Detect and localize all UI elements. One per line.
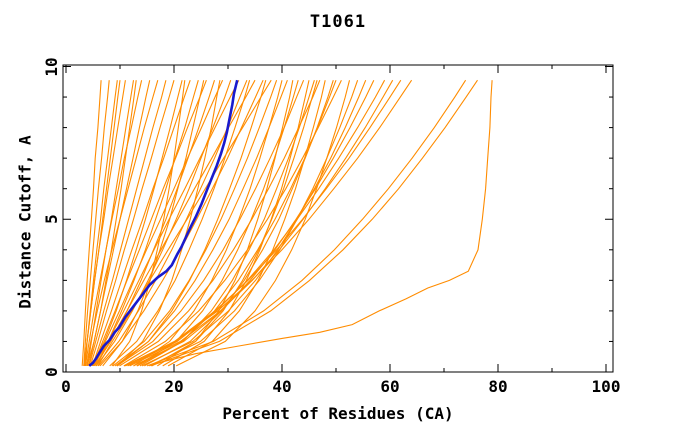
model-curve — [109, 80, 251, 367]
model-curve — [116, 80, 267, 367]
y-tick-label: 5 — [42, 214, 61, 225]
model-curve — [175, 80, 351, 367]
model-curve — [119, 79, 321, 367]
model-curve — [146, 79, 467, 367]
model-curve — [151, 80, 318, 367]
x-tick-label: 60 — [380, 377, 400, 396]
chart-title: T1061 — [309, 12, 367, 32]
highlighted-model-curve — [88, 79, 239, 367]
model-curve — [93, 80, 199, 367]
model-curve — [91, 80, 183, 367]
model-curve — [116, 80, 221, 367]
model-curve — [91, 80, 191, 367]
model-curve-outlier — [152, 80, 493, 365]
model-curve — [83, 80, 121, 366]
y-tick-label: 10 — [42, 56, 61, 77]
x-tick-label: 80 — [488, 377, 508, 396]
y-tick-label: 0 — [42, 367, 61, 377]
x-tick-label: 100 — [591, 377, 621, 396]
model-curve — [114, 80, 288, 367]
model-curve — [123, 79, 342, 367]
model-curve — [125, 79, 402, 367]
model-curve — [84, 80, 118, 366]
model-curve — [144, 80, 334, 367]
model-curve — [94, 79, 224, 367]
model-curve — [81, 80, 102, 366]
model-curve — [95, 80, 232, 367]
model-curve — [88, 80, 167, 367]
model-curve — [133, 79, 375, 367]
model-curve — [95, 79, 256, 367]
model-curve — [83, 80, 110, 366]
x-tick-label: 20 — [164, 377, 184, 396]
model-curve — [84, 80, 143, 366]
model-curve — [85, 80, 159, 366]
model-curve — [92, 80, 207, 367]
x-tick-label: 0 — [61, 377, 71, 396]
model-curve — [133, 80, 283, 367]
curves-layer — [81, 79, 493, 367]
model-curve — [116, 79, 305, 367]
model-curve — [97, 79, 272, 367]
model-curve — [148, 80, 359, 367]
model-curve — [99, 79, 264, 367]
x-tick-label: 40 — [272, 377, 292, 396]
model-curve — [150, 79, 478, 367]
model-curve — [111, 80, 186, 367]
plot-border — [62, 64, 614, 373]
model-curve — [89, 80, 175, 367]
y-axis-label: Distance Cutoff, A — [15, 135, 35, 309]
x-axis-label: Percent of Residues (CA) — [222, 404, 454, 423]
model-curve — [112, 80, 278, 367]
model-curve — [124, 79, 413, 367]
model-curve — [167, 80, 326, 367]
model-curve — [95, 79, 240, 367]
